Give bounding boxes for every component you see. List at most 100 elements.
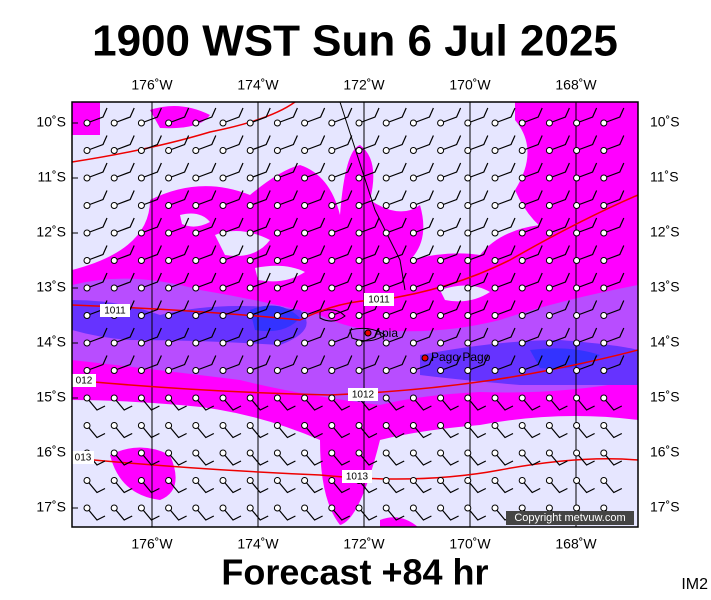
station [273, 147, 281, 154]
station [409, 394, 417, 402]
wind-barb [576, 135, 598, 152]
wind-barb [358, 217, 380, 234]
station [192, 119, 200, 127]
wind-barb [549, 327, 570, 344]
isobar-label: 012 [76, 376, 93, 387]
wind-barb [467, 245, 489, 262]
station [355, 312, 363, 319]
station [491, 422, 499, 429]
wind-barb [113, 135, 135, 152]
wind-barb [113, 327, 135, 344]
station [192, 257, 200, 264]
footer: Forecast +84 hr [221, 552, 488, 593]
station [219, 229, 227, 237]
station [600, 312, 608, 319]
station [328, 477, 336, 484]
station [301, 504, 309, 512]
wind-barb [276, 425, 296, 439]
places: Apia Pago Pago [364, 326, 491, 364]
wind-barb [521, 107, 543, 124]
wind-barb [304, 135, 326, 152]
station [464, 119, 472, 127]
wind-barb [141, 327, 162, 344]
copyright: Copyright metvuw.com [514, 512, 625, 524]
map: 1011 1011 012 1012 013 1013 Apia Pago Pa… [71, 101, 639, 528]
wind-barb [140, 452, 160, 466]
station [545, 119, 553, 127]
wind-barb [385, 507, 405, 521]
wind-barb [413, 272, 434, 289]
wind-barb [331, 480, 351, 494]
station [192, 229, 200, 237]
wind-barb [549, 135, 570, 152]
lat-label-left: 11˚S [37, 169, 66, 185]
wind-barb [113, 245, 135, 262]
station [83, 477, 91, 484]
wind-barb [494, 300, 516, 317]
station [545, 449, 553, 457]
wind-barb [549, 272, 570, 289]
wind-barb [276, 397, 296, 411]
station [301, 339, 309, 347]
wind-barb [195, 190, 217, 207]
wind-barb [358, 355, 380, 372]
wind-barb [249, 355, 271, 372]
station [573, 504, 581, 512]
wind-barb [358, 190, 380, 207]
wind-barb [86, 397, 106, 411]
lat-label-left: 16˚S [36, 444, 66, 460]
station [219, 174, 227, 182]
label-box [364, 293, 394, 306]
wind-barb [277, 217, 298, 234]
wind-barb [521, 162, 543, 179]
wind-barb [222, 162, 244, 179]
station [246, 504, 254, 512]
wind-barb [385, 300, 407, 317]
station [246, 339, 254, 347]
wind-barb [413, 162, 434, 179]
wind-barb [358, 135, 380, 152]
station [409, 312, 417, 319]
wind-barb [576, 355, 598, 372]
wind-barb [249, 190, 271, 207]
station [600, 229, 608, 237]
wind-barb [331, 452, 351, 466]
wind-barb [86, 355, 108, 372]
station [273, 312, 281, 319]
station [219, 119, 227, 127]
wind-barb [467, 190, 489, 207]
station [600, 284, 608, 292]
wind-barb [494, 107, 516, 124]
station [328, 174, 336, 182]
wind-barb [113, 217, 135, 234]
station [355, 449, 363, 457]
station [437, 312, 445, 319]
wind-barb [86, 135, 108, 152]
station [437, 339, 445, 347]
station [137, 339, 145, 347]
isobar-label: 1011 [104, 306, 126, 317]
lon-label-bottom: 170˚W [449, 536, 491, 552]
wind-barb [304, 272, 326, 289]
wind-barb [576, 425, 595, 439]
station [165, 367, 173, 374]
station [110, 422, 118, 429]
station [301, 367, 309, 374]
wind-barb [494, 452, 514, 466]
wind-barb [413, 107, 434, 124]
wind-barb [195, 452, 215, 466]
wind-barb [277, 162, 298, 179]
isobar-label: 013 [75, 453, 92, 464]
station [192, 339, 200, 347]
lat-label-left: 13˚S [36, 279, 66, 295]
wind-barb [304, 107, 326, 124]
station [328, 284, 336, 292]
station [165, 147, 173, 154]
wind-barb [494, 355, 516, 372]
wind-barb [358, 452, 378, 466]
station [545, 422, 553, 429]
station [246, 394, 254, 402]
wind-barb [195, 507, 215, 521]
wind-barb [412, 507, 432, 521]
